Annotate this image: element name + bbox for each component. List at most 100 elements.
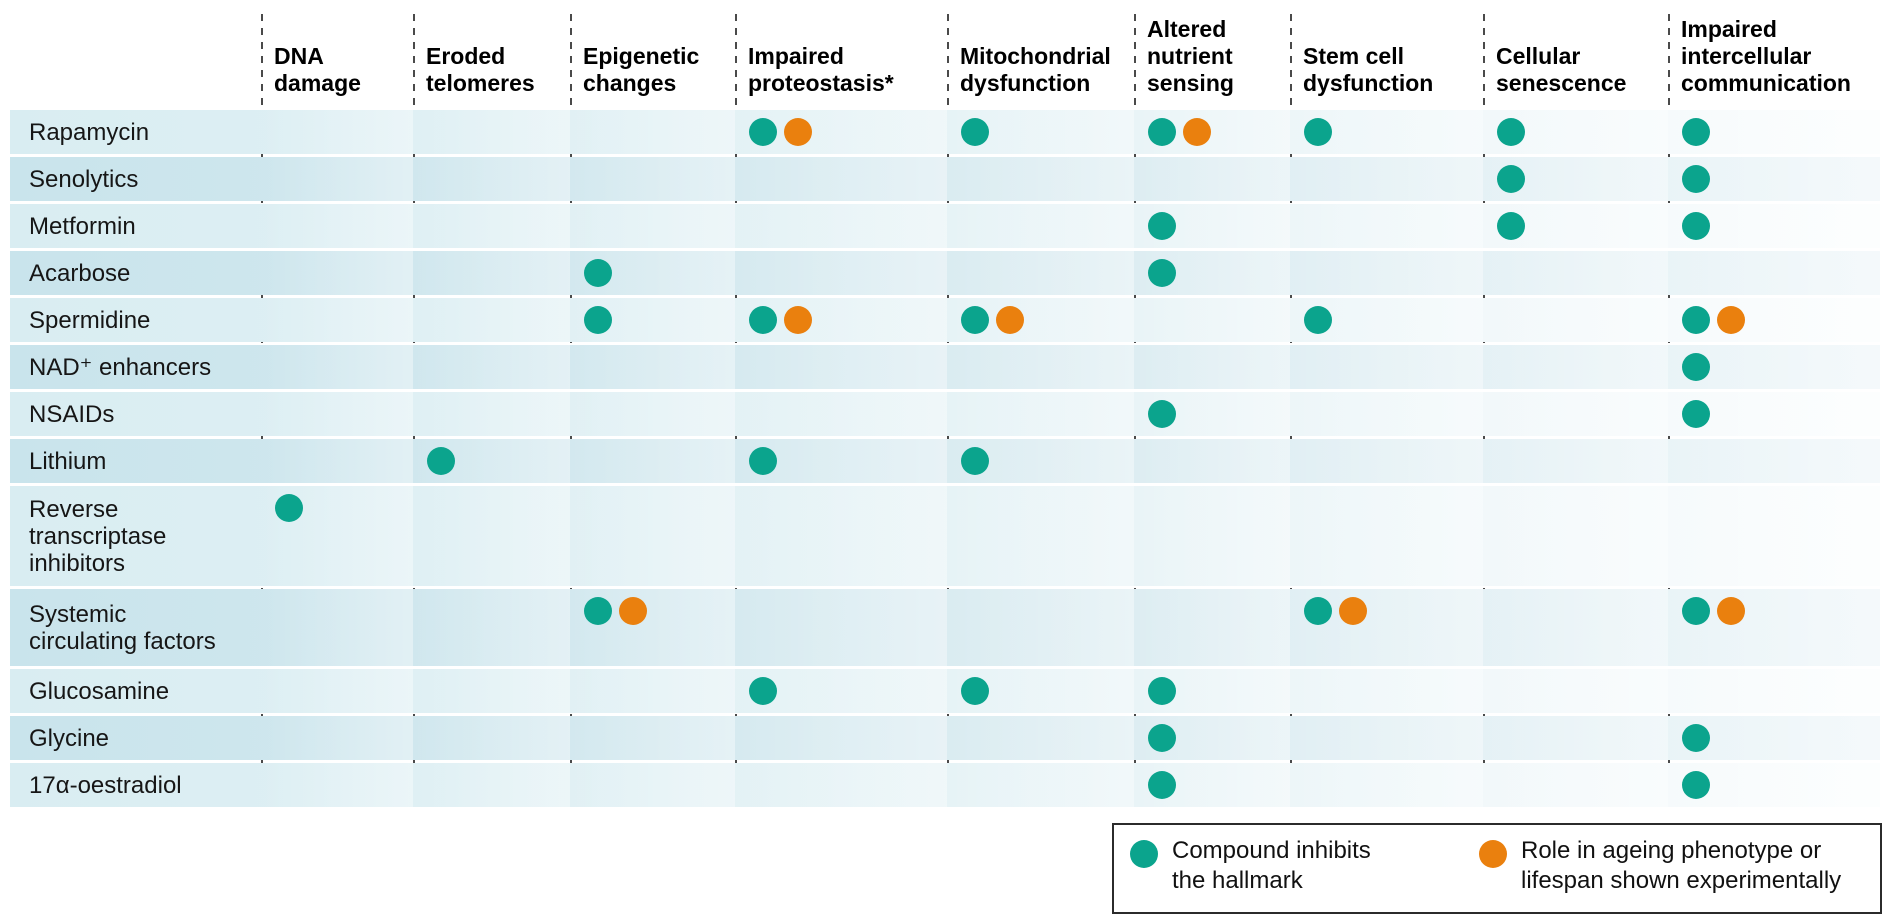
hallmark-cell [1290,669,1483,713]
hallmark-cell [413,669,570,713]
experimental-dot-icon [1717,306,1745,334]
inhibits-dot-icon [1130,840,1158,868]
dot-group [570,251,612,295]
hallmark-cell [1483,251,1668,295]
hallmark-cell [261,298,413,342]
dot-group [570,298,612,342]
dot-group [1668,392,1710,436]
hallmark-cell [261,589,413,666]
hallmark-cell [735,157,947,201]
hallmark-cell [947,157,1134,201]
hallmark-cell [947,669,1134,713]
dot-group [1668,110,1710,154]
hallmark-cell [947,716,1134,760]
hallmark-cell [1290,157,1483,201]
hallmark-cell [1134,439,1290,483]
hallmark-cell [261,345,413,389]
compound-label: Glucosamine [29,677,170,705]
compound-label: Acarbose [29,259,131,287]
hallmark-cell [735,345,947,389]
hallmark-cell [413,763,570,807]
hallmark-cell [1483,204,1668,248]
compound-row: Metformin [10,204,1880,248]
hallmark-cell [1290,204,1483,248]
dot-group [261,486,303,530]
hallmark-cell [735,204,947,248]
inhibits-dot-icon [1682,165,1710,193]
dot-group [1668,716,1710,760]
hallmark-cell [261,251,413,295]
hallmark-cell [947,345,1134,389]
hallmark-cell [1668,392,1880,436]
hallmark-cell [413,204,570,248]
compound-row: NAD⁺ enhancers [10,345,1880,389]
dot-group [1134,716,1176,760]
hallmark-cell [1134,204,1290,248]
inhibits-dot-icon [749,306,777,334]
inhibits-dot-icon [1682,118,1710,146]
hallmark-cell [735,486,947,586]
inhibits-dot-icon [1682,400,1710,428]
hallmark-cell [413,251,570,295]
compound-row: Reverse transcriptase inhibitors [10,486,1880,586]
dot-group [1668,204,1710,248]
hallmark-cell [947,589,1134,666]
inhibits-dot-icon [1148,724,1176,752]
inhibits-dot-icon [749,118,777,146]
dot-group [413,439,455,483]
compound-row: Senolytics [10,157,1880,201]
hallmark-cell [413,486,570,586]
hallmark-cell [735,669,947,713]
dot-group [735,439,777,483]
hallmark-cell [570,669,735,713]
inhibits-dot-icon [961,306,989,334]
experimental-dot-icon [1717,597,1745,625]
inhibits-dot-icon [1497,212,1525,240]
dot-group [947,669,989,713]
dot-group [1134,763,1176,807]
column-header: Altered nutrient sensing [1147,16,1234,96]
dot-group [1290,589,1367,633]
compound-row: Glycine [10,716,1880,760]
inhibits-dot-icon [584,259,612,287]
inhibits-dot-icon [584,597,612,625]
hallmark-cell [570,716,735,760]
hallmark-cell [1483,589,1668,666]
hallmark-cell [1483,716,1668,760]
dot-group [1668,589,1745,633]
column-header-row: DNA damage Eroded telomeres Epigenetic cha… [261,0,1893,110]
hallmark-cell [1290,763,1483,807]
hallmark-cell [735,298,947,342]
dot-group [1483,204,1525,248]
hallmark-cell [1134,157,1290,201]
hallmark-cell [261,110,413,154]
hallmark-cell [261,716,413,760]
hallmark-cell [735,716,947,760]
dot-group [1668,298,1745,342]
hallmark-cell [735,439,947,483]
hallmark-cell [735,763,947,807]
compound-row: NSAIDs [10,392,1880,436]
hallmark-cell [570,439,735,483]
hallmark-cell [1668,486,1880,586]
hallmark-cell [1290,439,1483,483]
hallmark-cell [570,392,735,436]
hallmark-cell [1483,298,1668,342]
compound-label: Systemic circulating factors [29,600,216,655]
hallmark-cell [413,439,570,483]
compound-rows: Rapamycin Senolytics Metformin Acarbose Sper… [10,110,1880,810]
column-header: Impaired proteostasis* [748,43,894,96]
inhibits-dot-icon [1682,724,1710,752]
dot-group [1483,157,1525,201]
hallmark-cell [1290,589,1483,666]
hallmark-cell [1483,345,1668,389]
compound-label: Metformin [29,212,136,240]
hallmark-cell [413,589,570,666]
hallmark-cell [1483,392,1668,436]
hallmark-cell [1668,110,1880,154]
inhibits-dot-icon [1682,306,1710,334]
column-header: DNA damage [274,43,361,96]
legend-label-experimental: Role in ageing phenotype or lifespan sho… [1521,837,1842,894]
inhibits-dot-icon [749,677,777,705]
compound-label: NAD⁺ enhancers [29,353,212,381]
